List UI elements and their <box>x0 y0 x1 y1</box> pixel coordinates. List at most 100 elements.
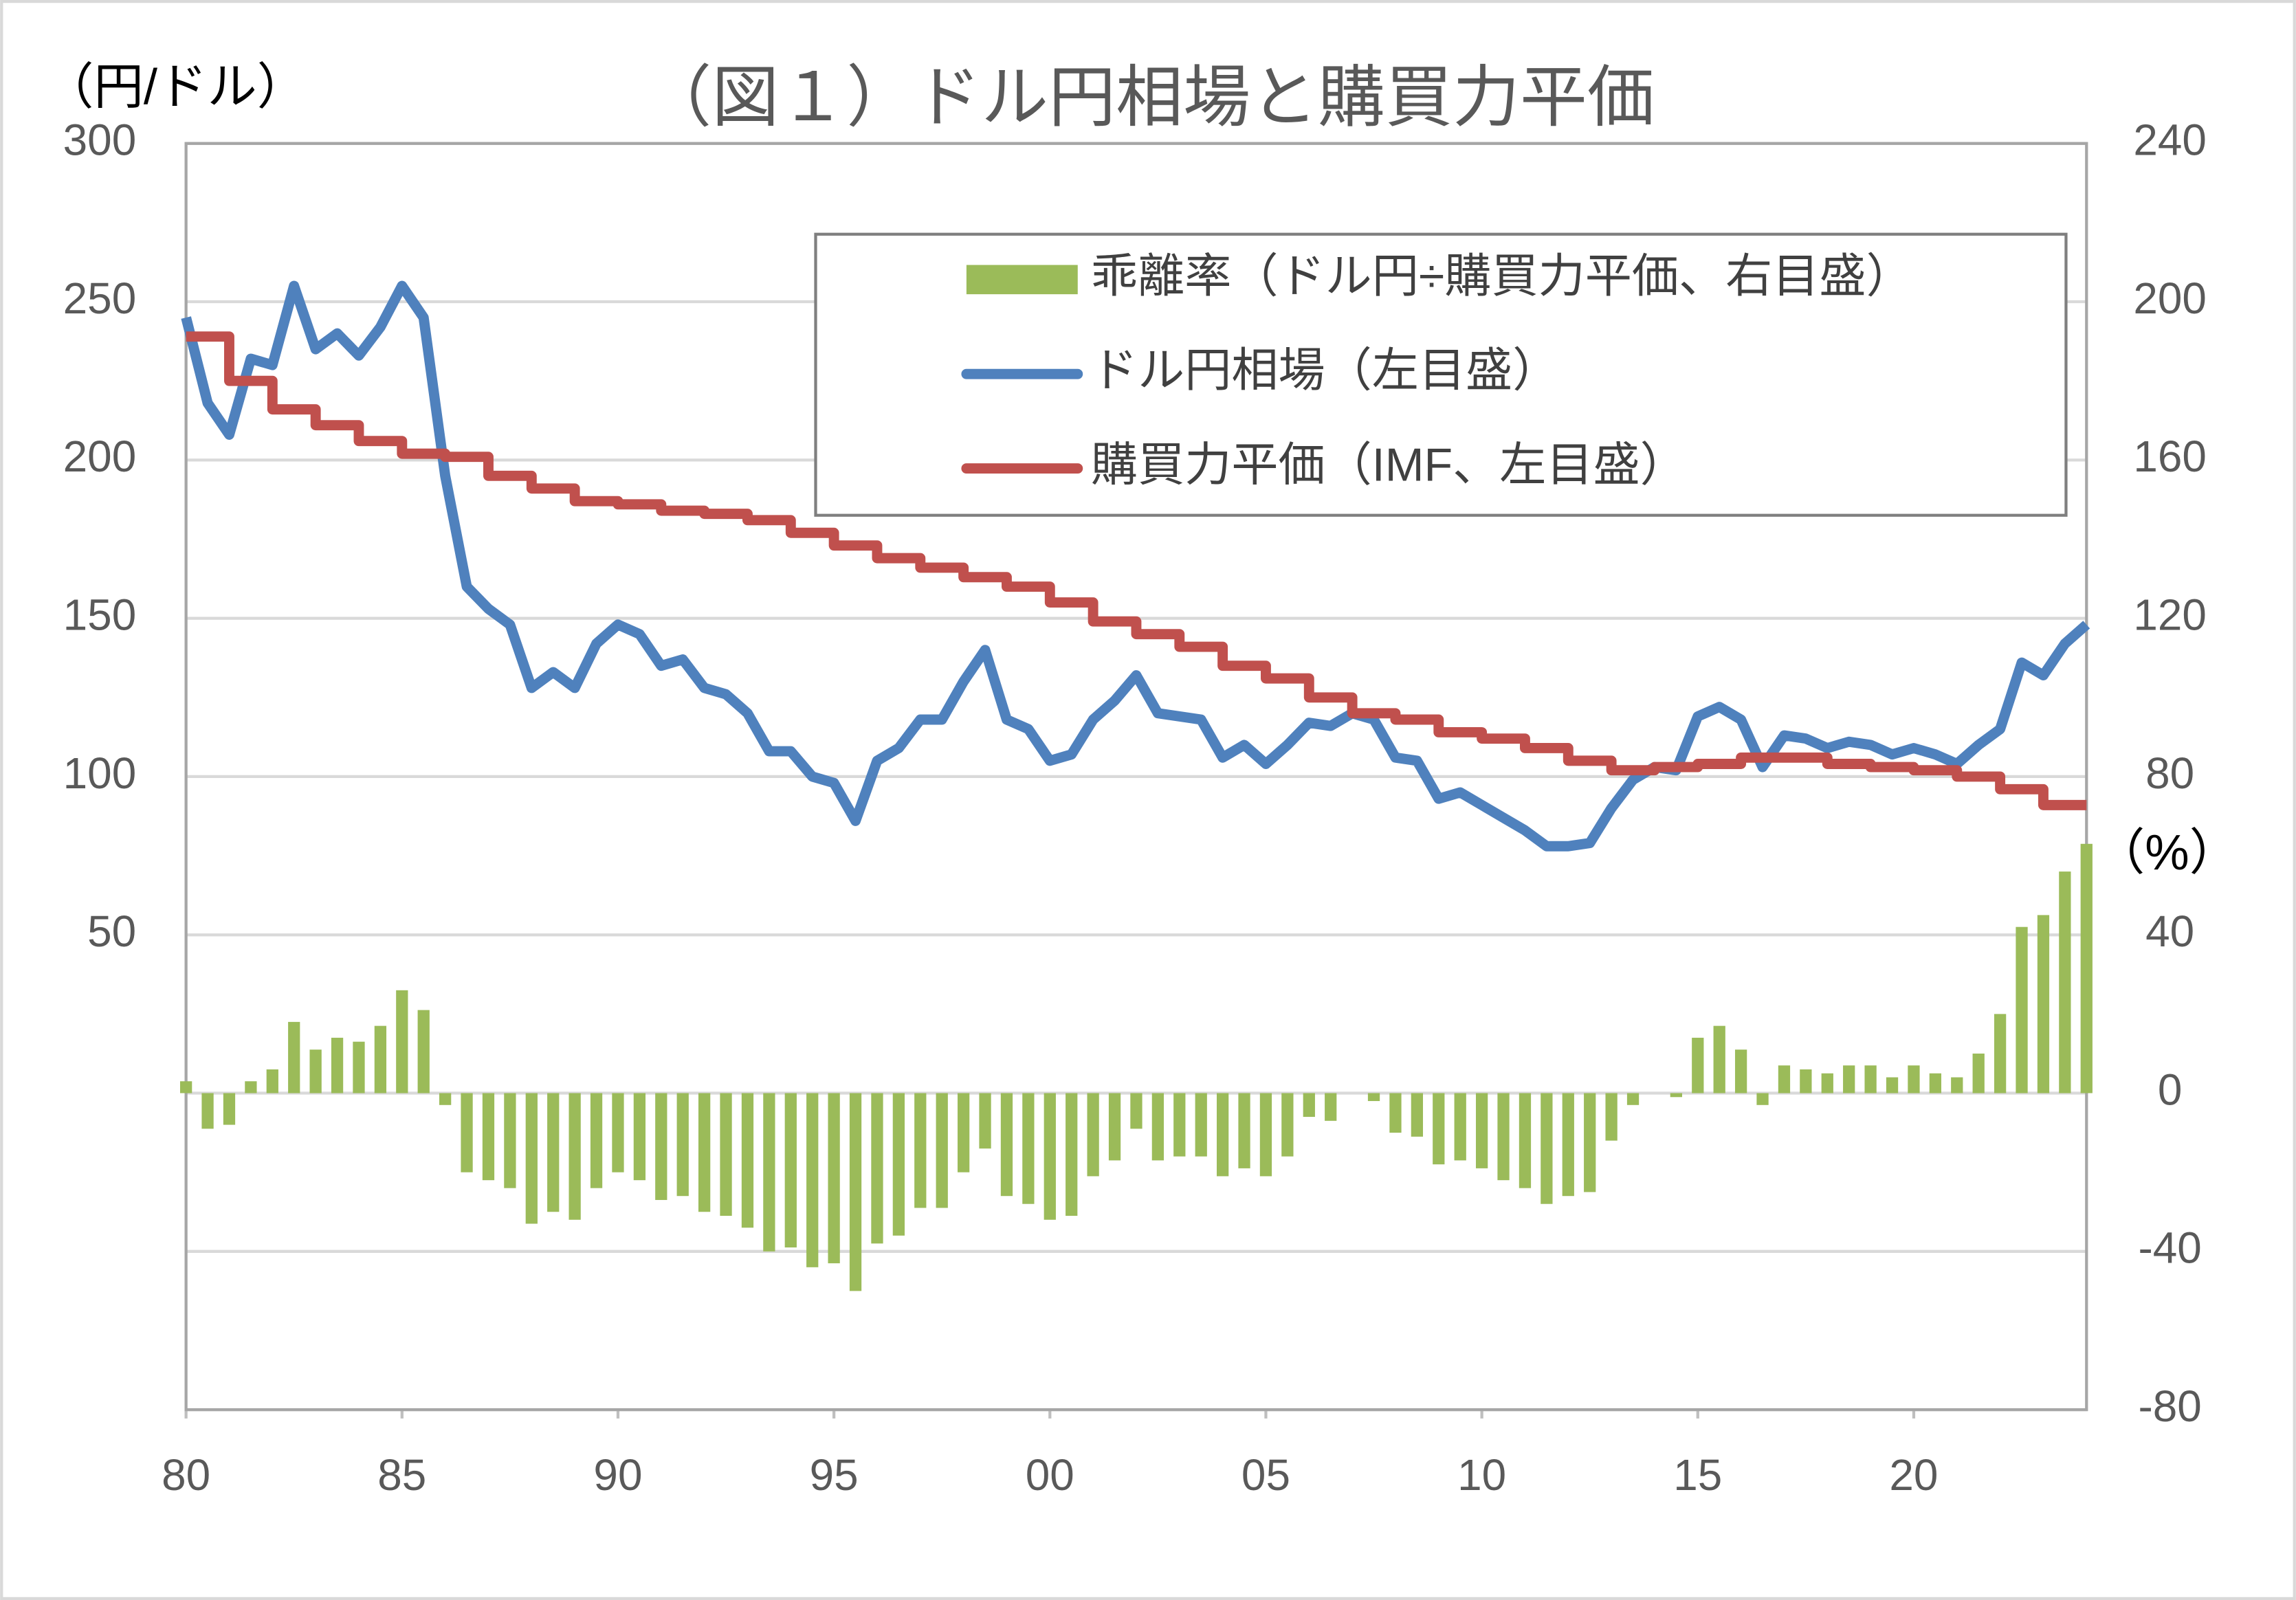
y2-tick-label: 40 <box>2145 907 2194 956</box>
bar <box>201 1093 214 1129</box>
x-tick-label: 90 <box>593 1450 642 1500</box>
bar <box>1821 1073 1833 1093</box>
bar <box>1367 1093 1380 1102</box>
bar <box>1389 1093 1402 1133</box>
bar <box>1778 1065 1791 1093</box>
bar <box>525 1093 538 1224</box>
bar <box>849 1093 862 1291</box>
bar <box>979 1093 991 1149</box>
y-tick-label: 200 <box>63 432 137 481</box>
bar <box>1670 1093 1683 1098</box>
bar <box>1713 1025 1725 1093</box>
bar <box>374 1025 387 1093</box>
bar <box>1972 1053 1985 1093</box>
bar <box>1303 1093 1315 1118</box>
bar <box>698 1093 711 1212</box>
bar <box>957 1093 970 1173</box>
bar <box>1325 1093 1337 1121</box>
legend-label: 乖離率（ドル円÷購買力平価、右目盛） <box>1091 250 1913 302</box>
bar <box>741 1093 754 1228</box>
chart-title: （図１）ドル円相場と購買力平価 <box>644 59 1655 135</box>
y2-tick-label: 0 <box>2158 1065 2183 1114</box>
y-tick-label: 150 <box>63 590 137 639</box>
plot-border <box>184 142 2088 1412</box>
bar <box>1475 1093 1488 1168</box>
legend-swatch <box>966 265 1078 295</box>
bar <box>569 1093 581 1220</box>
bar <box>2016 926 2028 1093</box>
bar <box>223 1093 236 1125</box>
bar <box>1908 1065 1920 1093</box>
bar <box>504 1093 516 1188</box>
bar <box>1562 1093 1574 1197</box>
x-tick-label: 20 <box>1889 1450 1938 1500</box>
y-axis-label: （円/ドル） <box>44 59 307 115</box>
bar <box>288 1021 300 1093</box>
bar <box>1626 1093 1640 1105</box>
bar <box>871 1093 883 1244</box>
bar <box>1433 1093 1445 1165</box>
y-tick-label: 50 <box>87 907 136 956</box>
bar <box>2080 843 2093 1093</box>
bar <box>1066 1093 1078 1216</box>
bar <box>1108 1093 1121 1161</box>
x-tick-label: 80 <box>162 1450 210 1500</box>
bar <box>439 1093 452 1105</box>
bar <box>1087 1093 1099 1177</box>
bar <box>309 1049 322 1093</box>
bar <box>1994 1014 2007 1093</box>
line <box>186 331 2087 810</box>
bar <box>1281 1093 1294 1157</box>
bar <box>1541 1093 1553 1204</box>
bar <box>828 1093 840 1264</box>
bar <box>1756 1093 1769 1105</box>
bar <box>396 990 408 1093</box>
bar <box>655 1093 667 1200</box>
bar <box>784 1093 797 1248</box>
bar <box>1584 1093 1596 1192</box>
legend-label: 購買力平価（IMF、左目盛） <box>1091 439 1687 491</box>
bar <box>1454 1093 1466 1161</box>
bar <box>417 1010 430 1093</box>
bar <box>720 1093 732 1216</box>
bar <box>1692 1037 1704 1093</box>
x-tick-label: 00 <box>1026 1450 1074 1500</box>
bar <box>180 1081 192 1093</box>
bar <box>763 1093 775 1252</box>
bar <box>676 1093 689 1197</box>
legend-label: ドル円相場（左目盛） <box>1091 344 1559 397</box>
bar <box>590 1093 603 1188</box>
x-tick-label: 05 <box>1241 1450 1290 1500</box>
y-tick-label: 300 <box>63 115 137 165</box>
x-tick-label: 85 <box>377 1450 426 1500</box>
bar <box>1734 1049 1747 1093</box>
bar <box>461 1093 473 1173</box>
y2-tick-label: 240 <box>2133 115 2207 165</box>
y2-tick-label: 80 <box>2145 748 2194 798</box>
y2-tick-label: 120 <box>2133 590 2207 639</box>
bar <box>892 1093 905 1236</box>
bar <box>1216 1093 1229 1177</box>
bar <box>1929 1073 1942 1093</box>
y2-tick-label: 200 <box>2133 274 2207 323</box>
bar <box>1173 1093 1186 1157</box>
bar <box>266 1069 278 1093</box>
y-tick-label: 250 <box>63 274 137 323</box>
bar <box>2059 871 2071 1093</box>
bar <box>482 1093 495 1181</box>
bar <box>1843 1065 1855 1093</box>
bar <box>1497 1093 1510 1181</box>
bar <box>1259 1093 1272 1177</box>
bar <box>2037 915 2050 1093</box>
bar <box>1411 1093 1424 1137</box>
bar <box>1130 1093 1143 1129</box>
y2-tick-label: -80 <box>2139 1381 2202 1431</box>
bar <box>1151 1093 1164 1161</box>
bar <box>245 1081 257 1093</box>
bar <box>1000 1093 1013 1197</box>
bar <box>1864 1065 1877 1093</box>
bar <box>353 1041 365 1093</box>
y2-tick-label: -40 <box>2139 1223 2202 1273</box>
bar <box>1886 1077 1899 1093</box>
